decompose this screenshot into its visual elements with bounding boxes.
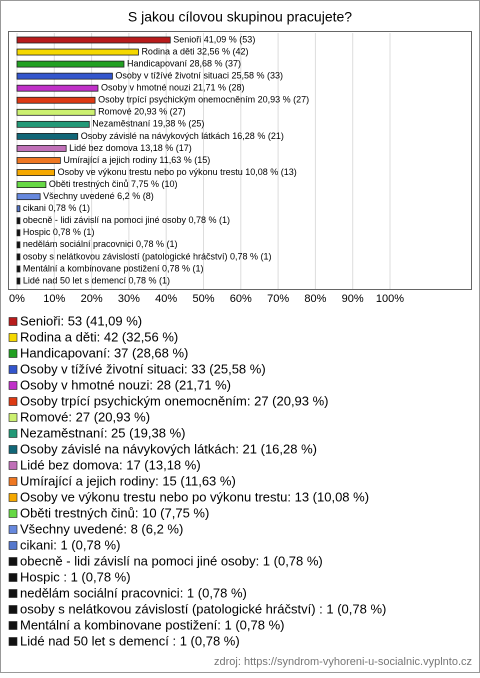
- x-tick-label: 80%: [304, 293, 326, 305]
- bar-label: nedělám sociální pracovnici 0,78 % (1): [23, 239, 178, 249]
- legend-label: Osoby trpící psychickým onemocněním: 27 …: [20, 393, 329, 408]
- bar: [16, 84, 99, 92]
- legend-label: obecně - lidi závislí na pomoci jiné oso…: [20, 553, 323, 568]
- bar-label: Oběti trestných činů 7,75 % (10): [49, 179, 178, 189]
- bar-label: obecně - lidi závislí na pomoci jiné oso…: [23, 215, 230, 225]
- bar-label: Nezaměstnaní 19,38 % (25): [92, 119, 204, 129]
- legend-label: Osoby v tížívé životní situaci: 33 (25,5…: [20, 361, 266, 376]
- legend-label: Rodina a děti: 42 (32,56 %): [20, 329, 178, 344]
- bar: [16, 277, 21, 285]
- legend-label: Umírající a jejich rodiny: 15 (11,63 %): [20, 473, 236, 488]
- bar: [16, 96, 96, 104]
- bar-label: Osoby v tížívé životní situaci 25,58 % (…: [115, 71, 283, 81]
- x-tick-label: 20%: [81, 293, 103, 305]
- legend-label: osoby s nelátkovou závislostí (patologic…: [20, 601, 386, 616]
- legend-swatch: [8, 621, 18, 630]
- bar-label: Osoby ve výkonu trestu nebo po výkonu tr…: [58, 167, 297, 177]
- legend-label: Všechny uvedené: 8 (6,2 %): [20, 521, 183, 536]
- legend-label: Hospic : 1 (0,78 %): [20, 569, 131, 584]
- bar-label: cikani 0,78 % (1): [23, 203, 90, 213]
- x-tick-label: 0%: [9, 293, 25, 305]
- bar-label: Romové 20,93 % (27): [98, 107, 186, 117]
- legend-label: cikani: 1 (0,78 %): [20, 537, 120, 552]
- bar-label: Lidé nad 50 let s demencí 0,78 % (1): [23, 275, 170, 285]
- legend-swatch: [8, 541, 18, 550]
- legend-swatch: [8, 397, 18, 406]
- x-tick-label: 60%: [230, 293, 252, 305]
- legend-label: Handicapovaní: 37 (28,68 %): [20, 345, 188, 360]
- legend-swatch: [8, 493, 18, 502]
- legend-label: Osoby ve výkonu trestu nebo po výkonu tr…: [20, 489, 369, 504]
- legend-label: Lidé bez domova: 17 (13,18 %): [20, 457, 201, 472]
- legend-label: Senioři: 53 (41,09 %): [20, 313, 142, 328]
- legend-label: Nezaměstnaní: 25 (19,38 %): [20, 425, 185, 440]
- x-tick-label: 70%: [267, 293, 289, 305]
- bar: [16, 181, 47, 189]
- bar-label: Umírající a jejich rodiny 11,63 % (15): [63, 155, 210, 165]
- bar: [16, 241, 21, 249]
- bar: [16, 265, 21, 273]
- bar: [16, 132, 79, 140]
- legend-label: Oběti trestných činů: 10 (7,75 %): [20, 505, 209, 520]
- legend-swatch: [8, 333, 18, 342]
- x-tick-label: 100%: [376, 293, 404, 305]
- bar-label: Všechny uvedené 6,2 % (8): [43, 191, 154, 201]
- bar: [16, 157, 61, 164]
- legend-swatch: [8, 525, 18, 534]
- bar-label: Mentální a kombinovane postižení 0,78 % …: [23, 263, 204, 273]
- bar-label: Lidé bez domova 13,18 % (17): [69, 143, 192, 153]
- bar-label: Handicapovaní 28,68 % (37): [127, 58, 241, 68]
- bar: [16, 36, 171, 44]
- legend-swatch: [8, 477, 18, 486]
- legend-label: Lidé nad 50 let s demencí : 1 (0,78 %): [20, 633, 240, 648]
- bar: [16, 108, 96, 116]
- legend-swatch: [8, 589, 18, 598]
- bar: [16, 72, 113, 80]
- x-tick-label: 30%: [118, 293, 140, 305]
- bar-label: osoby s nelátkovou závislostí (patologic…: [23, 251, 272, 261]
- legend-swatch: [8, 381, 18, 390]
- bar: [16, 229, 21, 237]
- legend-swatch: [8, 429, 18, 438]
- chart-title: S jakou cílovou skupinou pracujete?: [128, 9, 352, 25]
- legend-label: Mentální a kombinovane postižení: 1 (0,7…: [20, 617, 284, 632]
- legend-swatch: [8, 349, 18, 358]
- bar: [16, 48, 139, 56]
- bar: [16, 253, 21, 261]
- legend-swatch: [8, 445, 18, 454]
- source: zdroj: https://syndrom-vyhoreni-u-social…: [214, 656, 472, 668]
- legend-label: nedělám sociální pracovnici: 1 (0,78 %): [20, 585, 247, 600]
- bar-label: Rodina a děti 32,56 % (42): [141, 46, 248, 56]
- bar-label: Osoby v hmotné nouzi 21,71 % (28): [101, 83, 245, 93]
- x-tick-label: 40%: [155, 293, 177, 305]
- legend-swatch: [8, 637, 18, 646]
- legend-swatch: [8, 365, 18, 374]
- legend-swatch: [8, 557, 18, 566]
- bar: [16, 193, 41, 201]
- bar: [16, 205, 21, 213]
- bar: [16, 120, 90, 128]
- bar: [16, 169, 55, 176]
- x-tick-label: 10%: [43, 293, 65, 305]
- bar: [16, 145, 67, 152]
- legend-swatch: [8, 509, 18, 518]
- x-tick-label: 90%: [342, 293, 364, 305]
- legend-swatch: [8, 573, 18, 582]
- legend-swatch: [8, 317, 18, 326]
- bar-label: Osoby trpící psychickým onemocněním 20,9…: [98, 95, 309, 105]
- bar: [16, 60, 125, 68]
- legend-swatch: [8, 461, 18, 470]
- legend-label: Osoby v hmotné nouzi: 28 (21,71 %): [20, 377, 231, 392]
- legend-swatch: [8, 605, 18, 614]
- bar-label: Osoby závislé na návykových látkách 16,2…: [81, 131, 284, 141]
- bar-label: Senioři 41,09 % (53): [173, 34, 255, 44]
- legend-label: Osoby závislé na návykových látkách: 21 …: [20, 441, 317, 456]
- bar-label: Hospic 0,78 % (1): [23, 227, 95, 237]
- x-tick-label: 50%: [192, 293, 214, 305]
- legend-swatch: [8, 413, 18, 422]
- legend-label: Romové: 27 (20,93 %): [20, 409, 150, 424]
- bar: [16, 217, 21, 225]
